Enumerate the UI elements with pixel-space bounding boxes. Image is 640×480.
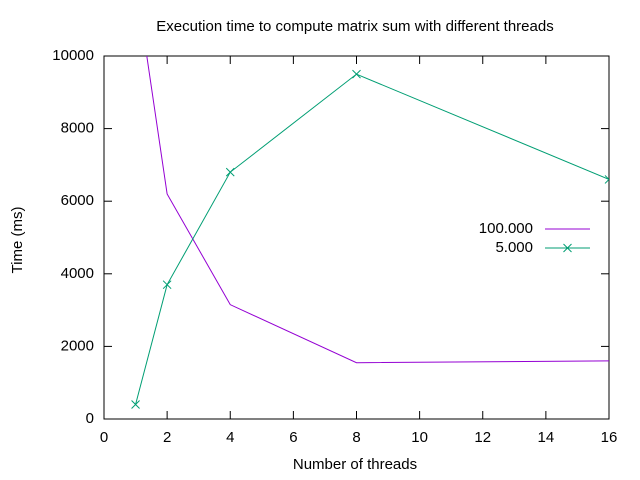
y-tick-label: 2000 [61, 337, 94, 354]
data-point [162, 280, 172, 290]
data-point [131, 400, 140, 409]
x-tick-label: 0 [100, 429, 108, 446]
legend-label: 100.000 [479, 220, 533, 237]
y-tick-label: 10000 [52, 47, 94, 64]
x-tick-label: 2 [163, 429, 171, 446]
x-tick-label: 8 [352, 429, 360, 446]
legend-marker [563, 243, 572, 253]
y-tick-label: 6000 [61, 192, 94, 209]
y-tick-label: 0 [86, 410, 94, 427]
data-point [604, 175, 609, 184]
y-tick-label: 4000 [61, 265, 94, 282]
x-axis-label: Number of threads [293, 456, 417, 473]
data-line [146, 56, 609, 364]
plot-area [131, 56, 609, 409]
y-axis-label: Time (ms) [9, 207, 26, 274]
x-tick-label: 6 [289, 429, 297, 446]
data-point [352, 69, 361, 79]
data-point [225, 167, 235, 177]
x-tick-label: 4 [226, 429, 234, 446]
plot-frame [103, 55, 610, 420]
x-tick-label: 10 [411, 429, 428, 446]
chart-title: Execution time to compute matrix sum wit… [156, 18, 553, 35]
x-tick-label: 14 [538, 429, 555, 446]
legend-label: 5.000 [495, 239, 533, 256]
data-line [135, 73, 609, 405]
x-tick-label: 12 [474, 429, 491, 446]
x-tick-label: 16 [601, 429, 618, 446]
y-tick-label: 8000 [61, 120, 94, 137]
